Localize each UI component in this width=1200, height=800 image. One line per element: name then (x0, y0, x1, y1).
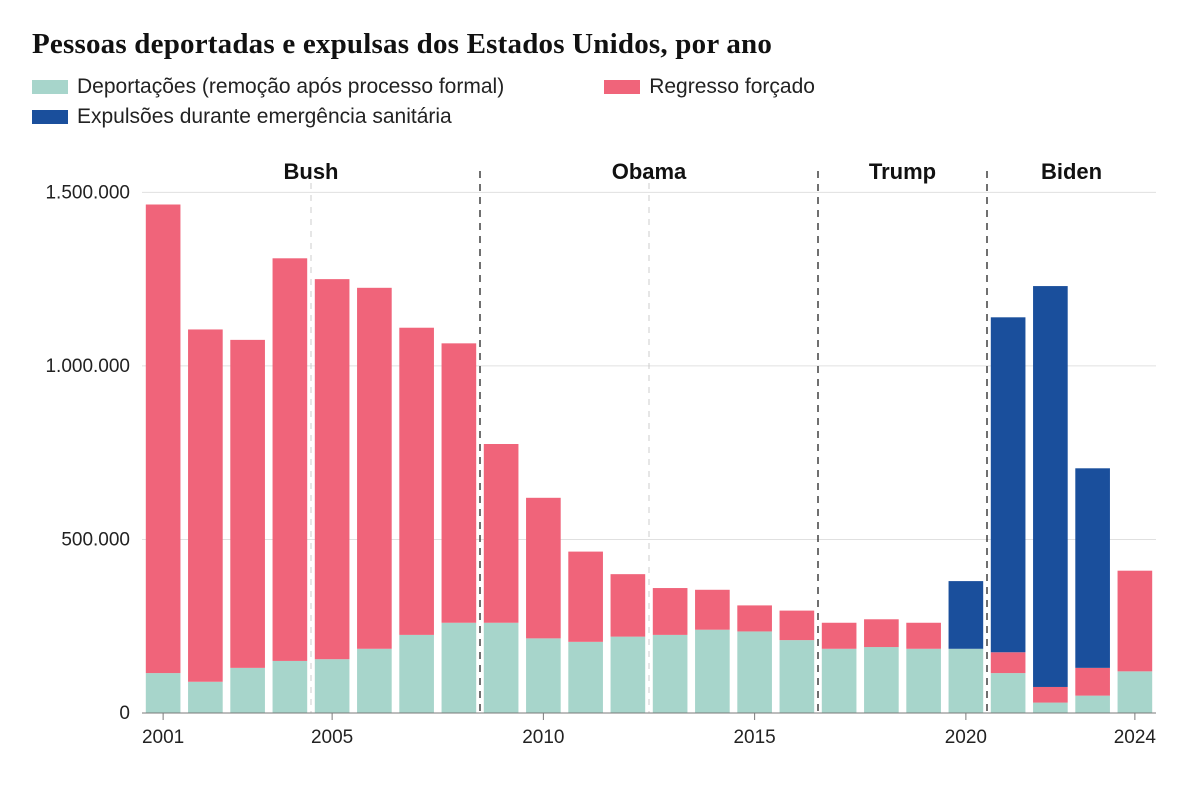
bar-deportations-2005 (315, 659, 350, 713)
legend-item-forced-return: Regresso forçado (604, 75, 815, 99)
bar-forced_return-2003 (230, 340, 265, 668)
bar-deportations-2008 (442, 623, 477, 713)
svg-text:2005: 2005 (311, 727, 353, 748)
bar-deportations-2016 (780, 640, 815, 713)
bar-deportations-2001 (146, 673, 181, 713)
president-label-bush: Bush (284, 159, 339, 184)
bar-deportations-2023 (1075, 696, 1110, 713)
bar-deportations-2024 (1118, 671, 1153, 713)
bar-deportations-2010 (526, 638, 561, 713)
swatch-deportations (32, 80, 68, 94)
bar-deportations-2012 (611, 637, 646, 713)
bar-deportations-2013 (653, 635, 688, 713)
bar-forced_return-2014 (695, 590, 730, 630)
svg-text:2001: 2001 (142, 727, 184, 748)
legend-label-expulsions: Expulsões durante emergência sanitária (77, 105, 452, 129)
president-label-obama: Obama (612, 159, 687, 184)
bar-forced_return-2015 (737, 605, 772, 631)
bar-expulsions-2020 (949, 581, 984, 649)
bar-deportations-2022 (1033, 703, 1068, 713)
bar-deportations-2006 (357, 649, 392, 713)
bar-forced_return-2008 (442, 343, 477, 622)
legend-label-forced-return: Regresso forçado (649, 75, 815, 99)
bar-forced_return-2012 (611, 574, 646, 636)
bar-forced_return-2017 (822, 623, 857, 649)
bar-forced_return-2019 (906, 623, 941, 649)
svg-text:2020: 2020 (945, 727, 987, 748)
svg-text:2024: 2024 (1114, 727, 1157, 748)
chart-title: Pessoas deportadas e expulsas dos Estado… (32, 28, 1168, 61)
swatch-expulsions (32, 110, 68, 124)
bar-forced_return-2018 (864, 619, 899, 647)
bar-deportations-2021 (991, 673, 1026, 713)
bar-forced_return-2011 (568, 552, 603, 642)
bar-deportations-2014 (695, 630, 730, 713)
bar-deportations-2011 (568, 642, 603, 713)
bar-deportations-2015 (737, 631, 772, 713)
bar-forced_return-2013 (653, 588, 688, 635)
svg-text:1.500.000: 1.500.000 (45, 182, 130, 203)
bar-deportations-2019 (906, 649, 941, 713)
svg-text:2010: 2010 (522, 727, 564, 748)
bar-forced_return-2022 (1033, 687, 1068, 703)
bar-forced_return-2021 (991, 652, 1026, 673)
bar-deportations-2017 (822, 649, 857, 713)
legend-item-deportations: Deportações (remoção após processo forma… (32, 75, 504, 99)
bar-forced_return-2007 (399, 328, 434, 635)
bar-forced_return-2009 (484, 444, 519, 623)
bar-forced_return-2024 (1118, 571, 1153, 672)
bar-forced_return-2005 (315, 279, 350, 659)
bar-deportations-2007 (399, 635, 434, 713)
bar-expulsions-2023 (1075, 468, 1110, 668)
chart-container: 0 500.000 1.000.000 1.500.000 2001 2005 2010 20… (32, 139, 1168, 759)
bar-forced_return-2010 (526, 498, 561, 639)
legend: Deportações (remoção após processo forma… (32, 75, 1132, 129)
svg-text:2015: 2015 (733, 727, 775, 748)
bar-expulsions-2022 (1033, 286, 1068, 687)
bar-deportations-2018 (864, 647, 899, 713)
stacked-bar-chart: 0 500.000 1.000.000 1.500.000 2001 2005 2010 20… (32, 139, 1168, 759)
svg-text:500.000: 500.000 (61, 529, 130, 550)
bar-expulsions-2021 (991, 317, 1026, 652)
bar-forced_return-2004 (273, 258, 308, 661)
bar-forced_return-2002 (188, 329, 223, 681)
svg-text:1.000.000: 1.000.000 (45, 356, 130, 377)
legend-item-expulsions: Expulsões durante emergência sanitária (32, 105, 1132, 129)
bar-deportations-2004 (273, 661, 308, 713)
bar-forced_return-2001 (146, 205, 181, 674)
bar-forced_return-2016 (780, 611, 815, 641)
bar-forced_return-2023 (1075, 668, 1110, 696)
bar-deportations-2009 (484, 623, 519, 713)
bar-deportations-2002 (188, 682, 223, 713)
bar-forced_return-2006 (357, 288, 392, 649)
bar-deportations-2020 (949, 649, 984, 713)
legend-label-deportations: Deportações (remoção após processo forma… (77, 75, 504, 99)
president-label-biden: Biden (1041, 159, 1102, 184)
bar-deportations-2003 (230, 668, 265, 713)
swatch-forced-return (604, 80, 640, 94)
president-label-trump: Trump (869, 159, 936, 184)
svg-text:0: 0 (119, 703, 130, 724)
